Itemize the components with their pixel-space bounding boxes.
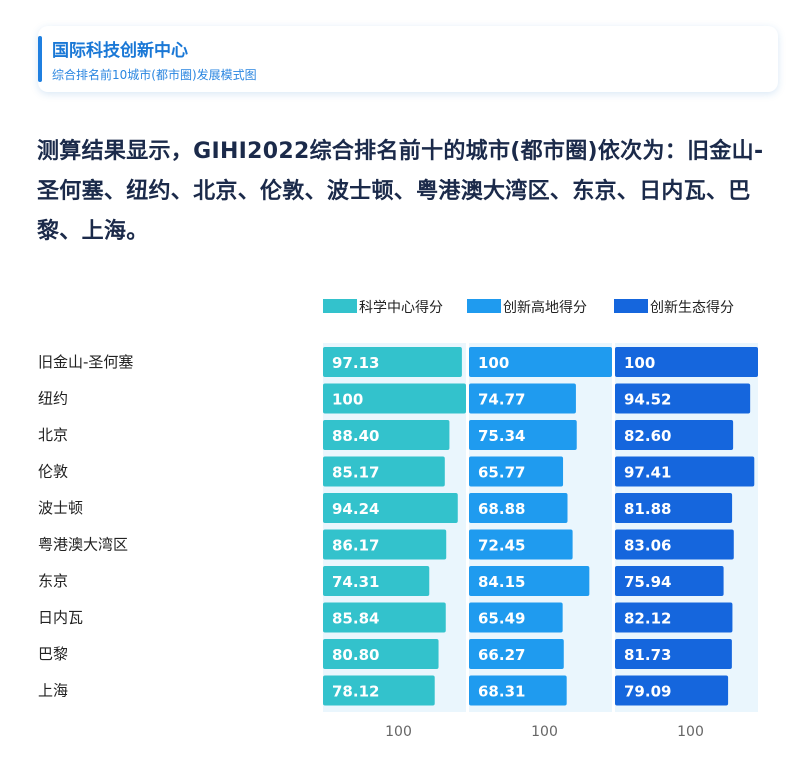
header-card: 国际科技创新中心 综合排名前10城市(都市圈)发展模式图 xyxy=(38,26,778,92)
bar-value-label: 85.17 xyxy=(332,464,379,482)
bar-series-1 xyxy=(323,639,439,669)
bar-value-label: 82.60 xyxy=(624,427,671,445)
bar-value-label: 75.34 xyxy=(478,427,525,445)
bar-series-2 xyxy=(469,347,612,377)
bar-value-label: 81.88 xyxy=(624,500,671,518)
bar-series-1 xyxy=(323,347,462,377)
bar-value-label: 94.24 xyxy=(332,500,379,518)
bar-series-1 xyxy=(323,566,430,596)
bar-value-label: 75.94 xyxy=(624,573,671,591)
bar-value-label: 94.52 xyxy=(624,391,671,409)
header-title: 国际科技创新中心 xyxy=(52,41,188,61)
bar-value-label: 74.31 xyxy=(332,573,379,591)
bar-value-label: 82.12 xyxy=(624,610,671,628)
bar-series-2 xyxy=(469,602,563,633)
legend-label-1: 科学中心得分 xyxy=(359,299,443,316)
bar-series-2 xyxy=(469,566,590,596)
axis-max-label-1: 100 xyxy=(385,724,412,740)
legend-swatch-1 xyxy=(323,299,357,313)
axis-max-label-2: 100 xyxy=(531,724,558,740)
bar-series-2 xyxy=(469,493,568,523)
legend-label-3: 创新生态得分 xyxy=(650,299,734,316)
bar-value-label: 68.31 xyxy=(478,683,525,701)
bar-series-1 xyxy=(323,602,446,633)
bar-value-label: 78.12 xyxy=(332,683,379,701)
bar-series-1 xyxy=(323,529,447,560)
axis-max-label-3: 100 xyxy=(677,724,704,740)
bar-series-3 xyxy=(615,383,751,414)
bar-value-label: 100 xyxy=(478,354,509,372)
bar-value-label: 97.41 xyxy=(624,464,671,482)
legend-label-2: 创新高地得分 xyxy=(503,299,587,316)
bar-value-label: 97.13 xyxy=(332,354,379,372)
bar-value-label: 100 xyxy=(332,391,363,409)
bar-series-2 xyxy=(469,529,573,560)
bar-series-1 xyxy=(323,456,445,487)
bar-series-3 xyxy=(615,566,724,596)
bar-series-3 xyxy=(615,675,729,706)
bar-value-label: 66.27 xyxy=(478,646,525,664)
bar-series-3 xyxy=(615,420,734,450)
bar-value-label: 84.15 xyxy=(478,573,525,591)
bar-series-3 xyxy=(615,456,755,487)
category-label: 北京 xyxy=(38,426,68,444)
bar-value-label: 74.77 xyxy=(478,391,525,409)
legend-swatch-2 xyxy=(467,299,501,313)
bar-series-3 xyxy=(615,602,733,633)
category-label: 波士顿 xyxy=(38,499,83,517)
bar-value-label: 86.17 xyxy=(332,537,379,555)
bar-value-label: 72.45 xyxy=(478,537,525,555)
header-accent-bar xyxy=(38,36,42,82)
bar-value-label: 68.88 xyxy=(478,500,525,518)
bar-series-3 xyxy=(615,529,734,560)
bar-value-label: 79.09 xyxy=(624,683,671,701)
bar-series-2 xyxy=(469,420,577,450)
bar-value-label: 83.06 xyxy=(624,537,671,555)
legend-swatch-3 xyxy=(614,299,648,313)
category-label: 上海 xyxy=(38,682,68,700)
bar-value-label: 65.77 xyxy=(478,464,525,482)
bar-value-label: 100 xyxy=(624,354,655,372)
bar-series-1 xyxy=(323,420,450,450)
category-label: 粤港澳大湾区 xyxy=(38,536,128,554)
bar-series-2 xyxy=(469,639,564,669)
bar-series-3 xyxy=(615,639,732,669)
category-label: 纽约 xyxy=(38,390,68,408)
bar-series-1 xyxy=(323,493,458,523)
category-label: 伦敦 xyxy=(38,463,68,481)
bar-value-label: 81.73 xyxy=(624,646,671,664)
bar-series-2 xyxy=(469,675,567,706)
category-label: 东京 xyxy=(38,572,68,590)
bar-series-3 xyxy=(615,493,733,523)
bar-series-1 xyxy=(323,675,435,706)
category-label: 巴黎 xyxy=(38,645,68,663)
category-label: 旧金山-圣何塞 xyxy=(38,353,133,371)
bar-series-1 xyxy=(323,383,466,414)
bar-series-2 xyxy=(469,456,564,487)
category-label: 日内瓦 xyxy=(38,609,83,627)
bar-series-3 xyxy=(615,347,758,377)
bar-value-label: 65.49 xyxy=(478,610,525,628)
summary-text: 测算结果显示，GIHI2022综合排名前十的城市(都市圈)依次为：旧金山-圣何塞… xyxy=(37,139,764,244)
bar-value-label: 80.80 xyxy=(332,646,379,664)
bar-value-label: 85.84 xyxy=(332,610,379,628)
bar-series-2 xyxy=(469,383,576,414)
bar-value-label: 88.40 xyxy=(332,427,379,445)
header-subtitle: 综合排名前10城市(都市圈)发展模式图 xyxy=(52,68,257,82)
